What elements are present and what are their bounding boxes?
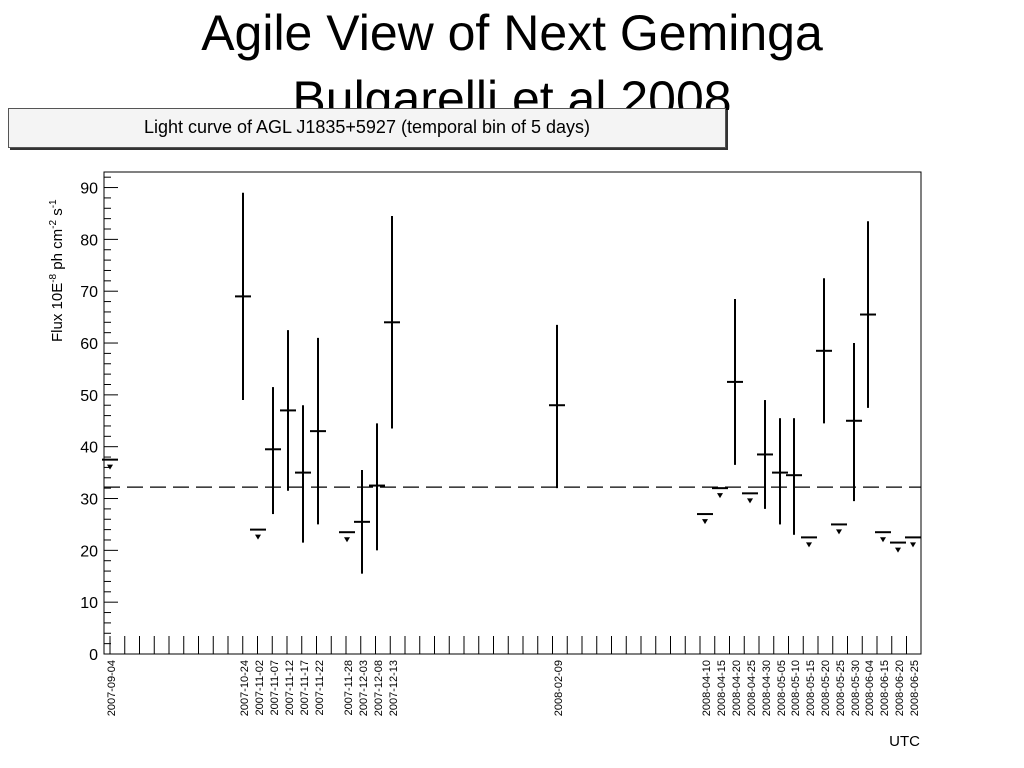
detection-point [816, 278, 832, 424]
y-tick-label: 70 [80, 284, 98, 301]
detection-point [280, 330, 296, 491]
x-tick-label: 2008-05-30 [850, 660, 862, 716]
x-tick-label: 2008-05-10 [790, 660, 802, 716]
y-axis-label-text: Flux 10E [49, 283, 66, 342]
x-tick-label: 2007-11-02 [254, 660, 266, 715]
upper-limit-arrow [702, 519, 708, 525]
x-tick-label: 2007-09-04 [106, 660, 118, 716]
x-tick-label: 2008-06-25 [909, 660, 921, 716]
y-tick-label: 80 [80, 232, 98, 249]
x-tick-label: 2008-06-15 [879, 660, 891, 716]
upper-limit-point [831, 523, 847, 535]
upper-limit-point [712, 487, 728, 499]
y-axis-label-unit: ph cm [49, 229, 66, 274]
upper-limit-point [250, 528, 266, 540]
y-tick-label: 20 [80, 543, 98, 560]
upper-limit-point [890, 541, 906, 553]
upper-limit-arrow [717, 493, 723, 499]
upper-limit-arrow [895, 547, 901, 553]
y-tick-label: 10 [80, 595, 98, 612]
upper-limit-point [339, 531, 355, 543]
detection-point [295, 405, 311, 543]
upper-limit-point [801, 536, 817, 548]
detection-point [727, 298, 743, 465]
chart-title: Light curve of AGL J1835+5927 (temporal … [143, 117, 591, 137]
y-tick-label: 50 [80, 388, 98, 405]
slide-title-line-1: Agile View of Next Geminga [201, 5, 823, 61]
x-tick-label: 2007-12-13 [388, 660, 400, 716]
y-tick-label: 60 [80, 336, 98, 353]
detection-point [369, 423, 385, 551]
x-tick-label: 2007-11-28 [343, 660, 355, 715]
x-tick-label: 2008-02-09 [553, 660, 565, 716]
y-tick-label: 90 [80, 181, 98, 198]
detection-point [757, 400, 773, 509]
x-tick-label: 2008-04-25 [746, 660, 758, 716]
x-tick-label: 2008-06-04 [864, 660, 876, 716]
x-tick-label: 2008-05-25 [835, 660, 847, 716]
x-tick-label: 2007-11-12 [284, 660, 296, 715]
plot-frame [103, 171, 922, 655]
x-tick-label: 2008-05-15 [805, 660, 817, 716]
detection-point [549, 324, 565, 489]
x-tick-label: 2008-04-15 [716, 660, 728, 716]
detection-point [846, 343, 862, 502]
upper-limit-point [697, 513, 713, 525]
x-tick-label: 2008-04-30 [761, 660, 773, 716]
y-axis-label-unit-2: s [49, 208, 66, 220]
upper-limit-point [875, 531, 891, 543]
y-axis-label-exp-3: -1 [48, 199, 59, 208]
x-tick-label: 2008-04-10 [701, 660, 713, 716]
detection-point [786, 418, 802, 535]
y-axis-label-exp-1: -8 [48, 273, 59, 282]
x-tick-label: 2007-12-03 [358, 660, 370, 716]
slide-title-line-2: Bulgarelli et al 2008 [292, 71, 732, 110]
detection-point [354, 470, 370, 574]
chart-title-box: Light curve of AGL J1835+5927 (temporal … [8, 108, 726, 148]
x-tick-label: 2007-11-22 [314, 660, 326, 715]
x-tick-label: 2007-12-08 [373, 660, 385, 716]
upper-limit-arrow [836, 529, 842, 535]
x-tick-label: 2008-04-20 [731, 660, 743, 716]
x-tick-label: 2007-11-17 [299, 660, 311, 715]
upper-limit-arrow [255, 534, 261, 540]
slide-title: Agile View of Next Geminga Bulgarelli et… [0, 0, 1024, 110]
y-axis-label: Flux 10E-8 ph cm-2 s-1 [48, 199, 66, 342]
upper-limit-arrow [910, 542, 916, 548]
upper-limit-point [102, 458, 118, 470]
upper-limit-arrow [747, 498, 753, 504]
detection-point [235, 192, 251, 401]
y-tick-label: 30 [80, 492, 98, 509]
x-tick-label: 2007-11-07 [269, 660, 281, 715]
upper-limit-arrow [344, 537, 350, 543]
y-axis-label-exp-2: -2 [48, 220, 59, 229]
upper-limit-point [905, 536, 921, 548]
x-tick-label: 2007-10-24 [239, 660, 251, 716]
x-tick-label: 2008-06-20 [894, 660, 906, 716]
x-axis-label: UTC [889, 733, 920, 750]
upper-limit-arrow [806, 542, 812, 548]
x-tick-label: 2008-05-20 [820, 660, 832, 716]
detection-point [384, 216, 400, 429]
y-tick-label: 0 [89, 647, 98, 664]
upper-limit-point [742, 492, 758, 504]
detection-point [310, 337, 326, 525]
upper-limit-arrow [880, 537, 886, 543]
y-tick-label: 40 [80, 440, 98, 457]
x-tick-label: 2008-05-05 [776, 660, 788, 716]
detection-point [860, 221, 876, 408]
upper-limit-arrow [107, 464, 113, 470]
detection-point [265, 387, 281, 515]
detection-point [772, 418, 788, 525]
